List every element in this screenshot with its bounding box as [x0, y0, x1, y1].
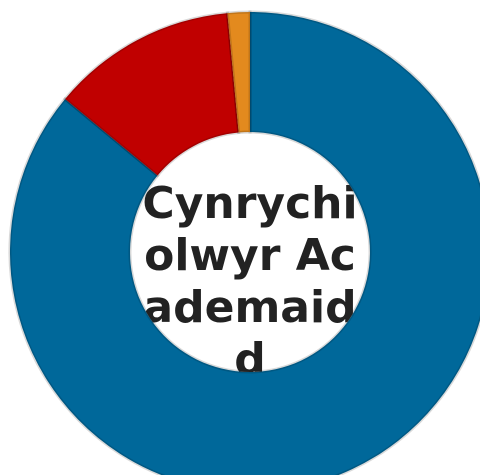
- donut-segment: [62, 11, 241, 178]
- donut-segment: [8, 10, 480, 475]
- donut-hole: Cynrychiolwyr Academaidd: [130, 132, 370, 372]
- chart-title: Cynrychiolwyr Academaidd: [142, 178, 358, 372]
- donut-segment: [225, 10, 252, 135]
